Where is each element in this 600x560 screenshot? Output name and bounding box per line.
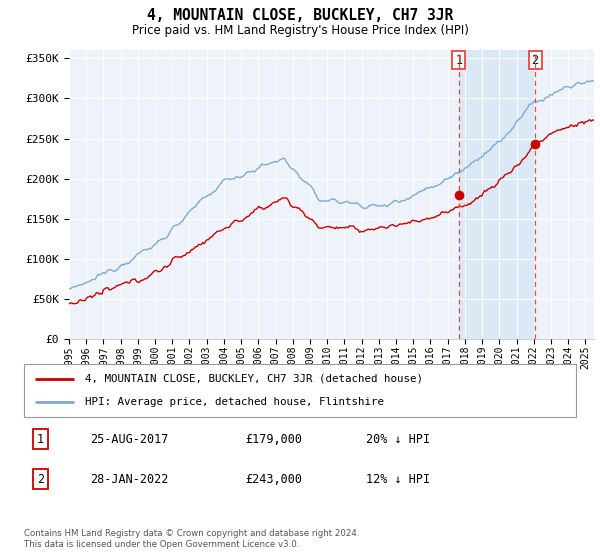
Text: 20% ↓ HPI: 20% ↓ HPI — [366, 432, 430, 446]
Text: 4, MOUNTAIN CLOSE, BUCKLEY, CH7 3JR (detached house): 4, MOUNTAIN CLOSE, BUCKLEY, CH7 3JR (det… — [85, 374, 423, 384]
Bar — [459, 50, 535, 339]
Text: 1: 1 — [455, 54, 463, 67]
Text: Contains HM Land Registry data © Crown copyright and database right 2024.
This d: Contains HM Land Registry data © Crown c… — [24, 529, 359, 549]
Text: 28-JAN-2022: 28-JAN-2022 — [90, 473, 169, 486]
Text: Price paid vs. HM Land Registry's House Price Index (HPI): Price paid vs. HM Land Registry's House … — [131, 24, 469, 36]
Text: 1: 1 — [37, 432, 44, 446]
Text: 12% ↓ HPI: 12% ↓ HPI — [366, 473, 430, 486]
Text: 2: 2 — [532, 54, 539, 67]
Text: £243,000: £243,000 — [245, 473, 302, 486]
Text: £179,000: £179,000 — [245, 432, 302, 446]
Text: 4, MOUNTAIN CLOSE, BUCKLEY, CH7 3JR: 4, MOUNTAIN CLOSE, BUCKLEY, CH7 3JR — [147, 8, 453, 24]
Text: HPI: Average price, detached house, Flintshire: HPI: Average price, detached house, Flin… — [85, 397, 384, 407]
Text: 2: 2 — [37, 473, 44, 486]
Text: 25-AUG-2017: 25-AUG-2017 — [90, 432, 169, 446]
